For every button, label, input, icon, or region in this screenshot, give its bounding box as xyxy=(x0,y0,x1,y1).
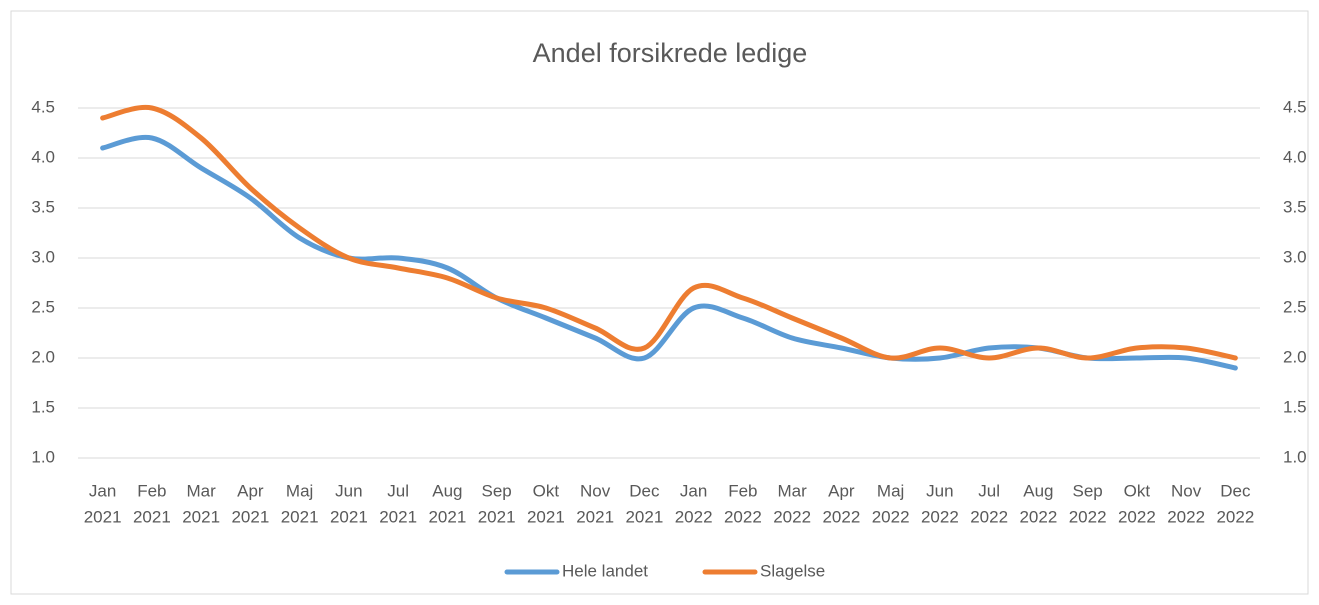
x-tick-label: 2022 xyxy=(822,507,860,526)
y-tick-label: 4.5 xyxy=(1283,97,1307,116)
x-tick-label: Jan xyxy=(680,481,707,500)
x-tick-label: Nov xyxy=(580,481,611,500)
x-tick-label: 2021 xyxy=(281,507,319,526)
x-tick-label: 2022 xyxy=(921,507,959,526)
x-tick-label: 2022 xyxy=(970,507,1008,526)
y-tick-label: 2.5 xyxy=(1283,297,1307,316)
y-tick-label: 1.0 xyxy=(1283,447,1307,466)
y-tick-label: 4.0 xyxy=(31,147,55,166)
x-tick-label: 2022 xyxy=(724,507,762,526)
x-tick-label: Jun xyxy=(335,481,362,500)
y-tick-label: 3.0 xyxy=(1283,247,1307,266)
y-tick-label: 2.0 xyxy=(1283,347,1307,366)
x-tick-label: Dec xyxy=(629,481,660,500)
x-tick-label: Nov xyxy=(1171,481,1202,500)
y-tick-label: 1.0 xyxy=(31,447,55,466)
x-tick-label: 2021 xyxy=(84,507,122,526)
x-tick-label: Feb xyxy=(137,481,166,500)
x-tick-label: 2022 xyxy=(1118,507,1156,526)
x-tick-label: Okt xyxy=(1124,481,1151,500)
y-tick-label: 4.5 xyxy=(31,97,55,116)
x-tick-label: 2021 xyxy=(379,507,417,526)
x-tick-label: 2022 xyxy=(872,507,910,526)
y-tick-label: 1.5 xyxy=(1283,397,1307,416)
x-tick-label: 2022 xyxy=(1019,507,1057,526)
y-tick-label: 2.5 xyxy=(31,297,55,316)
x-tick-label: Maj xyxy=(286,481,313,500)
chart-title: Andel forsikrede ledige xyxy=(533,38,808,68)
legend-label: Hele landet xyxy=(562,561,648,580)
x-tick-label: Jan xyxy=(89,481,116,500)
x-tick-label: Aug xyxy=(432,481,462,500)
x-tick-label: 2021 xyxy=(182,507,220,526)
x-tick-label: 2021 xyxy=(527,507,565,526)
x-tick-label: 2022 xyxy=(1167,507,1205,526)
x-tick-label: 2021 xyxy=(428,507,466,526)
x-tick-label: 2021 xyxy=(330,507,368,526)
x-tick-label: 2021 xyxy=(231,507,269,526)
legend-label: Slagelse xyxy=(760,561,825,580)
x-tick-label: 2022 xyxy=(675,507,713,526)
x-tick-label: 2022 xyxy=(1216,507,1254,526)
x-tick-label: Sep xyxy=(1073,481,1103,500)
x-tick-label: 2021 xyxy=(625,507,663,526)
x-tick-label: Jul xyxy=(387,481,409,500)
line-series xyxy=(100,104,1238,361)
x-tick-label: 2021 xyxy=(478,507,516,526)
x-tick-label: Mar xyxy=(186,481,216,500)
y-tick-label: 2.0 xyxy=(31,347,55,366)
x-tick-label: Jun xyxy=(926,481,953,500)
x-tick-label: Apr xyxy=(237,481,264,500)
x-tick-label: Sep xyxy=(482,481,512,500)
x-tick-label: Dec xyxy=(1220,481,1251,500)
x-tick-label: 2021 xyxy=(133,507,171,526)
x-tick-label: Jul xyxy=(978,481,1000,500)
x-tick-label: Mar xyxy=(777,481,807,500)
x-tick-label: Aug xyxy=(1023,481,1053,500)
x-tick-label: Okt xyxy=(533,481,560,500)
x-tick-label: 2021 xyxy=(576,507,614,526)
y-tick-label: 3.0 xyxy=(31,247,55,266)
y-tick-label: 4.0 xyxy=(1283,147,1307,166)
x-tick-label: Apr xyxy=(828,481,855,500)
y-tick-label: 3.5 xyxy=(31,197,55,216)
x-tick-label: 2022 xyxy=(1069,507,1107,526)
y-tick-label: 1.5 xyxy=(31,397,55,416)
y-tick-label: 3.5 xyxy=(1283,197,1307,216)
x-tick-label: 2022 xyxy=(773,507,811,526)
x-tick-label: Feb xyxy=(728,481,757,500)
x-tick-label: Maj xyxy=(877,481,904,500)
